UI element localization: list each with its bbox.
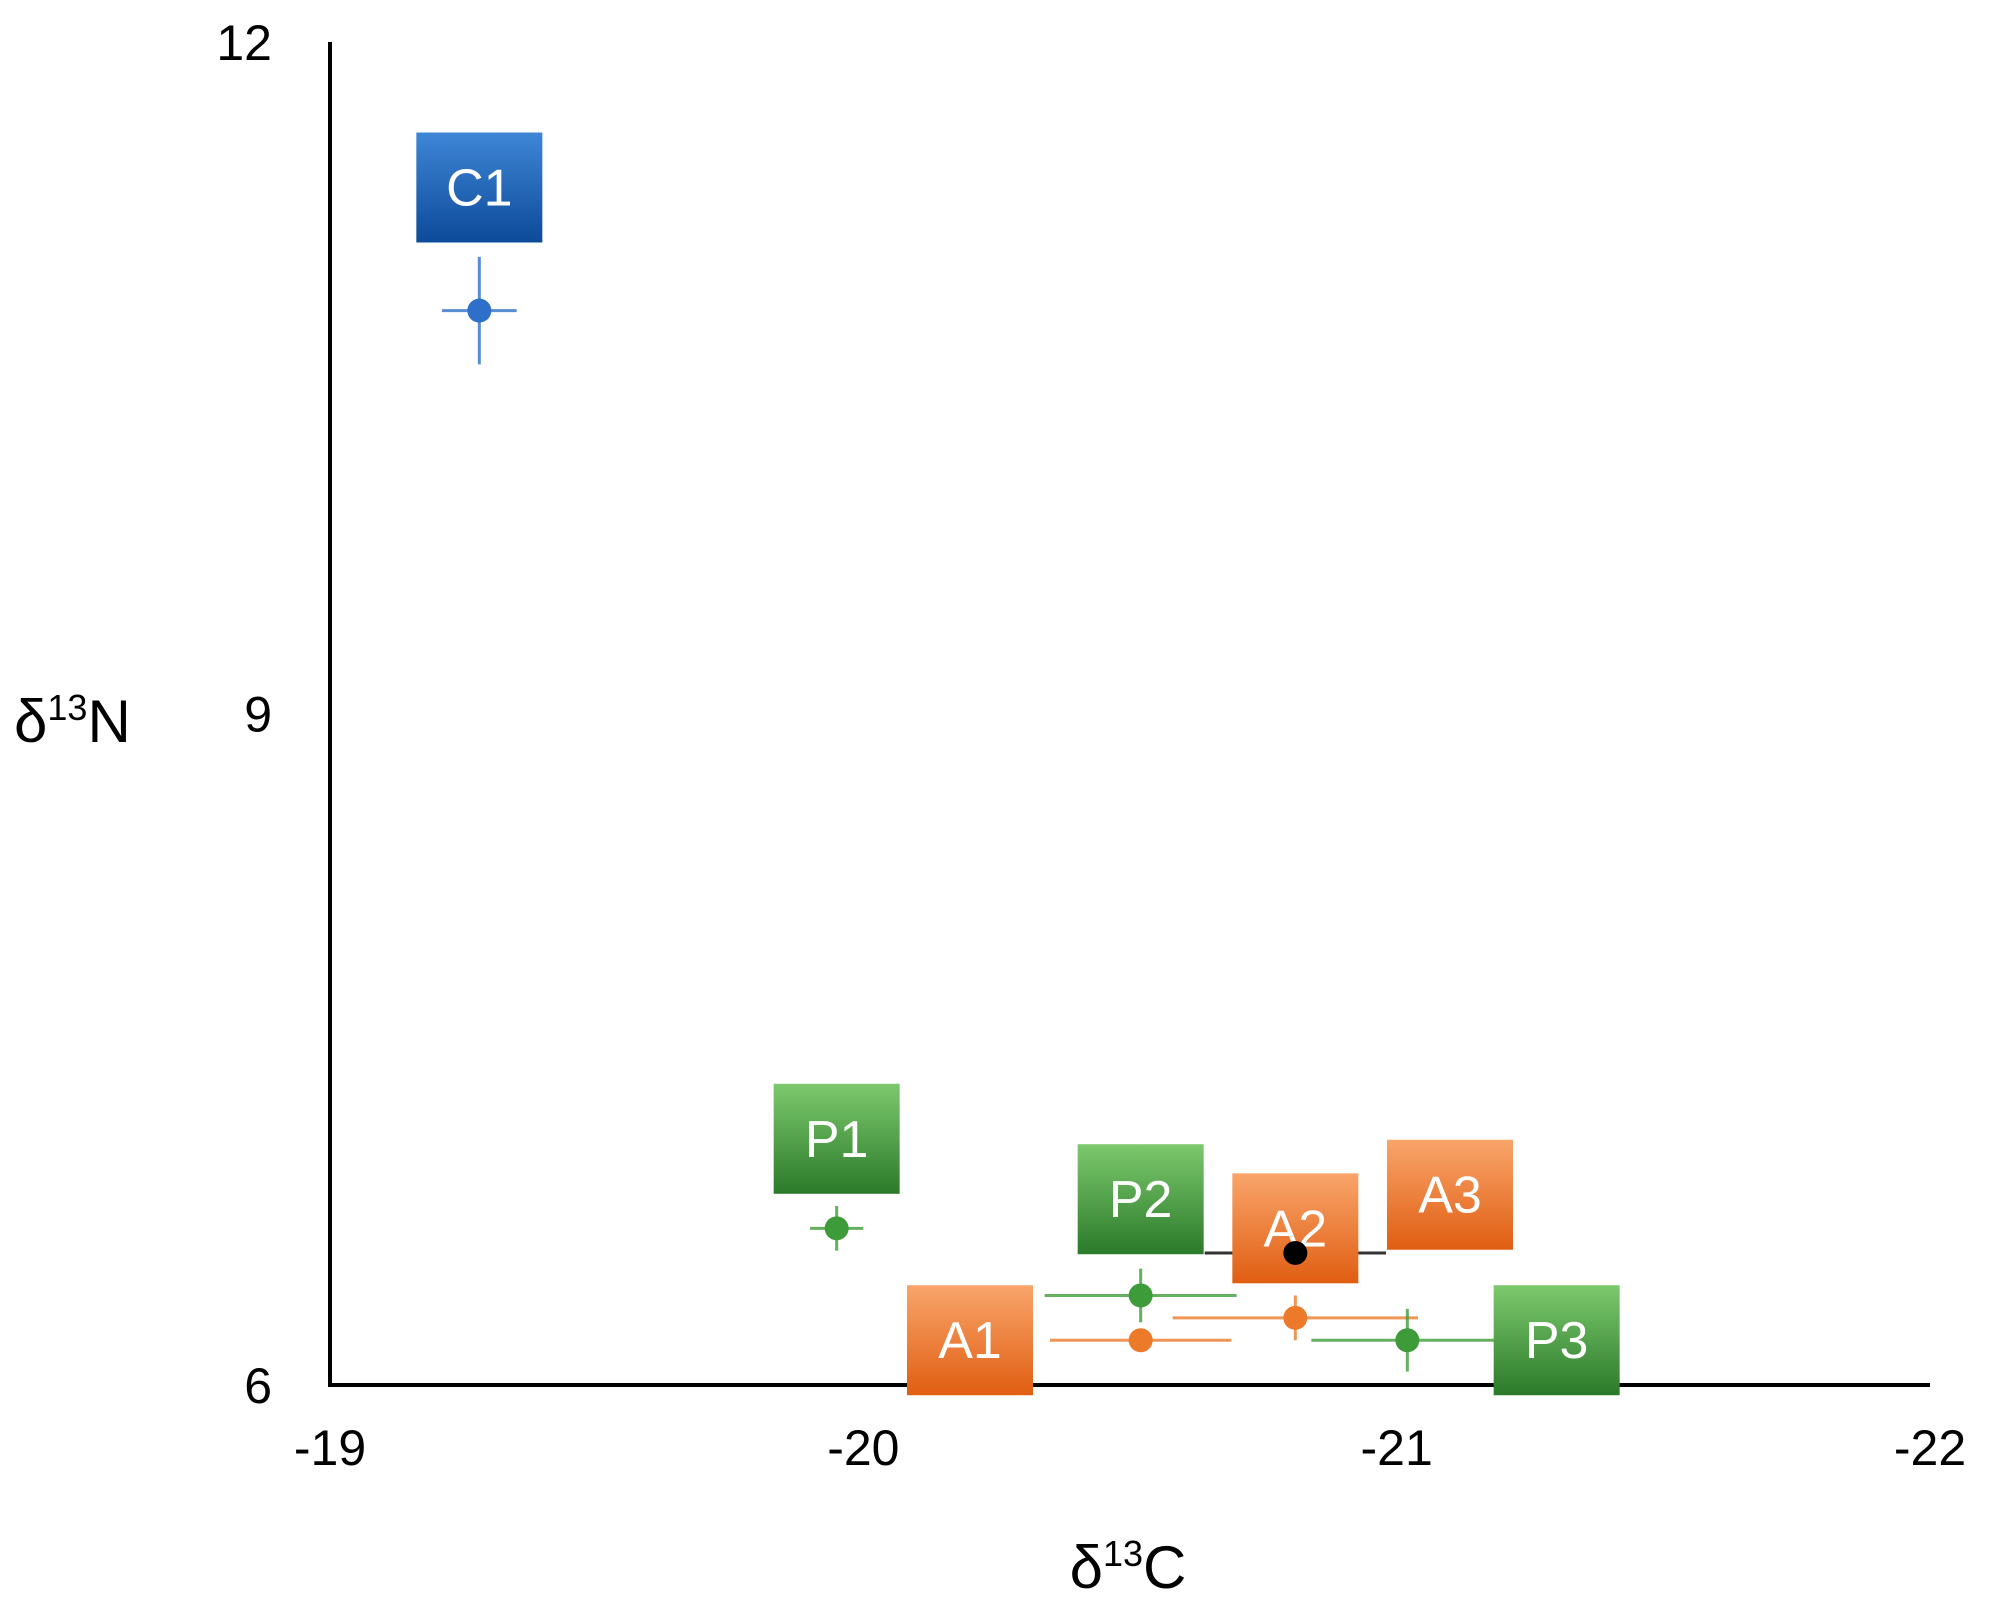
y-tick-label: 9 xyxy=(244,687,272,743)
label-box xyxy=(1077,1144,1204,1255)
data-points xyxy=(467,298,1420,1353)
point-labels: C1 P1 P2 A1 A2 A3 P3 xyxy=(416,132,1620,1396)
label-box xyxy=(1493,1285,1620,1396)
label-box xyxy=(416,132,543,243)
label-text: A1 xyxy=(938,1312,1002,1370)
point-label-a2: A2 xyxy=(1232,1173,1359,1284)
point-label-a3: A3 xyxy=(1387,1139,1513,1250)
point-label-a1: A1 xyxy=(907,1285,1033,1396)
data-point-mean xyxy=(1283,1240,1308,1265)
data-point-c1 xyxy=(467,298,492,323)
point-label-p1: P1 xyxy=(773,1083,900,1194)
x-tick-label: -20 xyxy=(827,1420,899,1476)
x-tick-label: -19 xyxy=(294,1420,366,1476)
x-axis-label: δ13C xyxy=(1070,1533,1187,1601)
label-box xyxy=(907,1285,1033,1396)
y-tick-label: 6 xyxy=(244,1358,272,1414)
label-box xyxy=(1232,1173,1359,1284)
data-point-p3 xyxy=(1395,1328,1420,1353)
x-tick-label: -22 xyxy=(1894,1420,1966,1476)
data-point-p2 xyxy=(1128,1283,1153,1308)
x-tick-label: -21 xyxy=(1361,1420,1433,1476)
label-box xyxy=(1387,1139,1513,1250)
label-text: C1 xyxy=(446,159,512,217)
label-text: P3 xyxy=(1525,1312,1589,1370)
label-box xyxy=(773,1083,900,1194)
y-tick-label: 12 xyxy=(216,15,272,71)
point-label-p2: P2 xyxy=(1077,1144,1204,1255)
label-text: A3 xyxy=(1418,1167,1482,1225)
y-axis-label: δ13N xyxy=(14,687,131,755)
axes xyxy=(328,42,1930,1387)
point-label-p3: P3 xyxy=(1493,1285,1620,1396)
y-tick-labels: 6 9 12 xyxy=(216,15,272,1414)
label-text: P2 xyxy=(1109,1171,1173,1229)
data-point-a1 xyxy=(1128,1328,1153,1353)
point-label-c1: C1 xyxy=(416,132,543,243)
data-point-p1 xyxy=(824,1216,849,1241)
data-point-a2 xyxy=(1283,1305,1308,1330)
label-text: P1 xyxy=(805,1111,869,1169)
x-tick-labels: -19 -20 -21 -22 xyxy=(294,1420,1966,1476)
